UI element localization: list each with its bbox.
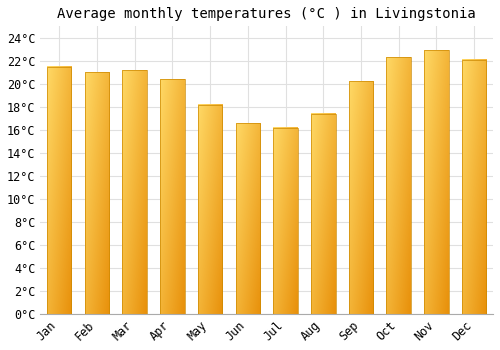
Bar <box>236 123 260 314</box>
Bar <box>386 57 411 314</box>
Bar <box>462 60 486 314</box>
Bar <box>348 82 374 314</box>
Bar <box>122 70 147 314</box>
Bar <box>84 72 109 314</box>
Bar <box>274 127 298 314</box>
Bar <box>47 66 72 314</box>
Title: Average monthly temperatures (°C ) in Livingstonia: Average monthly temperatures (°C ) in Li… <box>58 7 476 21</box>
Bar <box>160 79 184 314</box>
Bar <box>198 105 222 314</box>
Bar <box>424 50 448 314</box>
Bar <box>311 114 336 314</box>
